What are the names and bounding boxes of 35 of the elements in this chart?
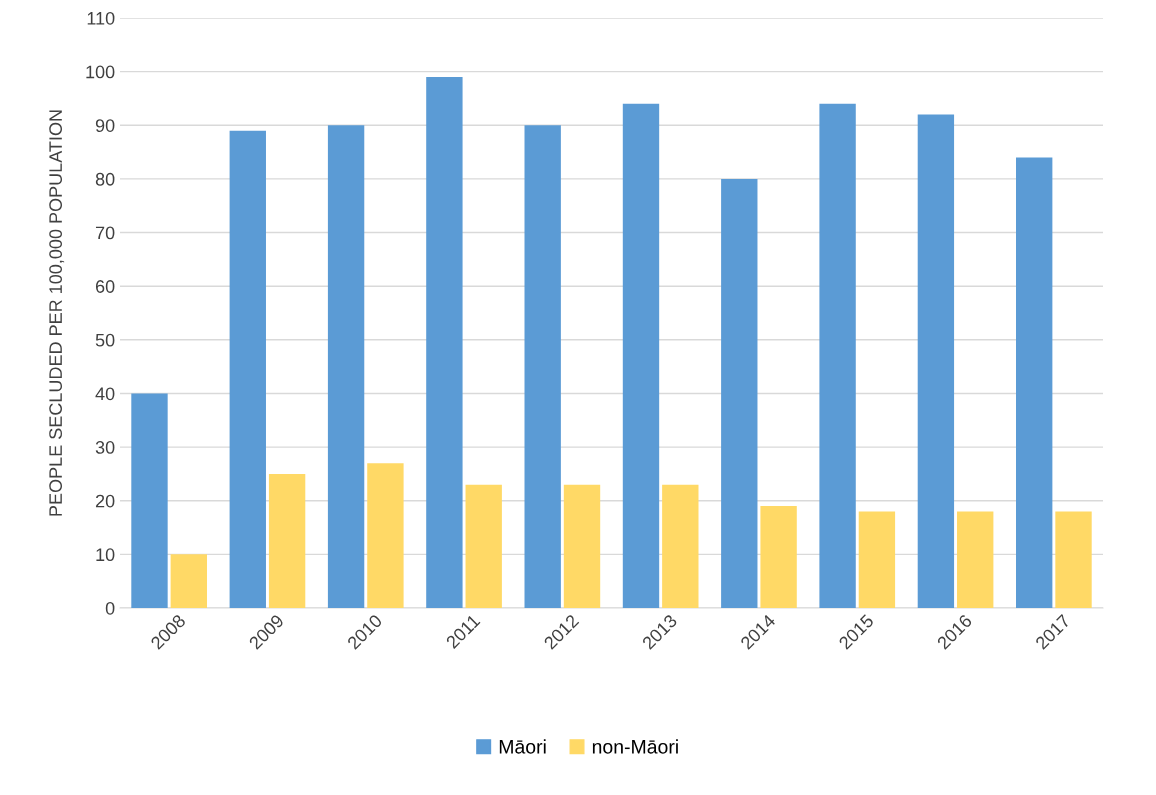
bar	[819, 103, 856, 608]
bar	[760, 506, 797, 608]
y-tick-label: 50	[95, 333, 115, 347]
bar	[131, 393, 168, 608]
bar	[426, 77, 463, 608]
y-tick-label: 0	[105, 601, 115, 615]
bar	[917, 114, 955, 608]
y-tick-label: 20	[95, 494, 115, 508]
y-tick-label: 30	[95, 441, 115, 454]
bar	[858, 511, 896, 608]
y-tick-label: 90	[95, 119, 115, 132]
y-tick-label: 110	[87, 11, 115, 25]
legend-label: Māori	[499, 739, 546, 754]
y-axis-title: PEOPLE SECLUDED PER 100,000 POPULATION	[49, 110, 65, 516]
bar	[1055, 511, 1092, 608]
bar	[662, 484, 699, 608]
bar	[563, 484, 601, 608]
bar	[229, 130, 266, 608]
bar	[1016, 157, 1053, 608]
bar	[367, 463, 404, 608]
y-tick-label: 70	[95, 226, 115, 240]
bar	[327, 125, 365, 608]
bar	[268, 473, 306, 608]
y-tick-label: 80	[95, 172, 115, 186]
y-tick-label: 100	[86, 65, 115, 79]
bar	[465, 484, 502, 608]
bar	[170, 554, 207, 608]
y-tick-label: 40	[95, 387, 115, 401]
bar	[721, 178, 758, 608]
bar	[622, 103, 660, 608]
bar	[957, 511, 994, 608]
y-tick-label: 10	[96, 548, 115, 562]
legend-label: non-Māori	[592, 739, 678, 754]
bar	[524, 125, 561, 608]
y-tick-label: 60	[95, 280, 115, 293]
